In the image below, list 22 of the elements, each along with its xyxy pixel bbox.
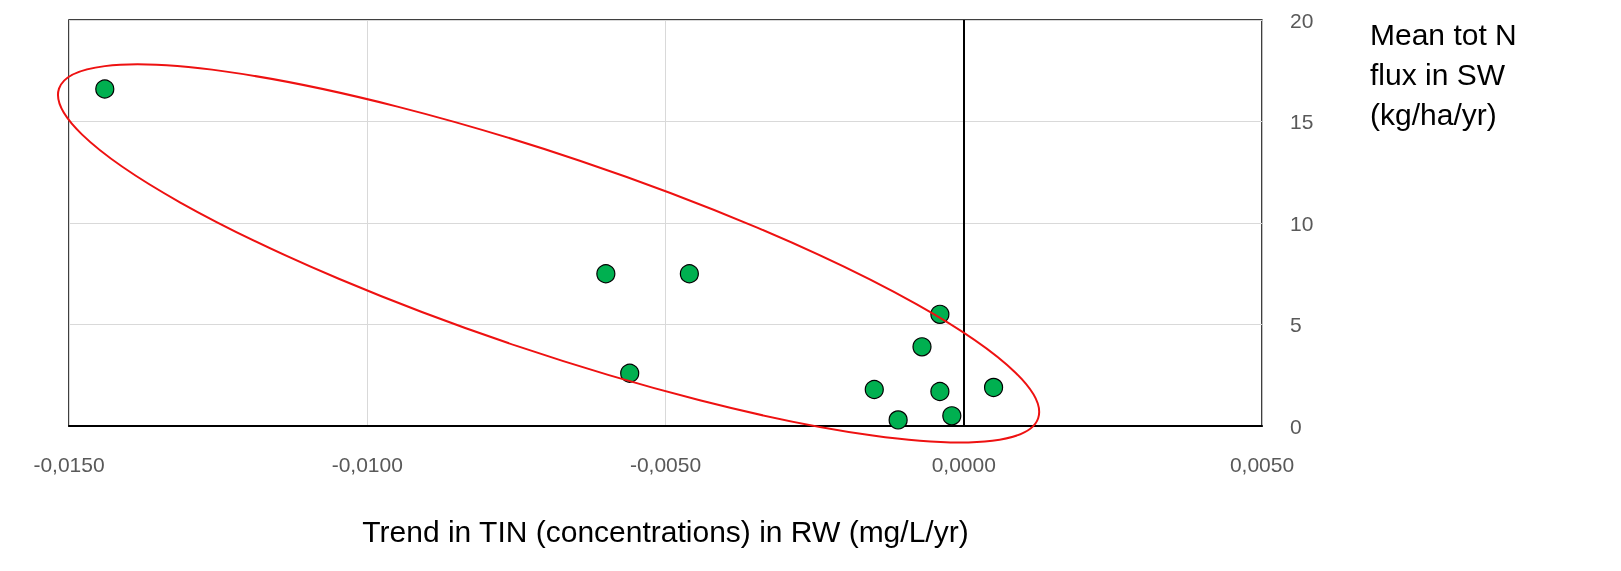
y-tick-label: 10	[1290, 211, 1314, 235]
y-tick-label: 0	[1290, 414, 1302, 438]
x-tick-label: -0,0100	[331, 453, 403, 476]
y-tick-label: 5	[1290, 313, 1302, 336]
point	[942, 406, 962, 426]
point	[864, 379, 884, 400]
point	[620, 363, 640, 383]
point	[95, 79, 115, 99]
y-axis-title: Mean tot N flux in SW (kg/ha/yr)	[1370, 17, 1517, 131]
x-tick-label: -0,0150	[33, 453, 105, 476]
point	[596, 264, 616, 284]
x-axis-title: Trend in TIN (concentrations) in RW (mg/L/yr)	[362, 514, 969, 548]
x-tick-label: -0,0050	[629, 453, 702, 476]
point	[983, 377, 1004, 398]
point	[930, 381, 950, 402]
y-tick-label: 20	[1290, 8, 1314, 32]
point	[679, 264, 699, 284]
y-tick-label: 15	[1290, 110, 1314, 133]
point	[888, 410, 908, 430]
x-tick-label: 0,0050	[1229, 453, 1295, 476]
x-tick-label: 0,0000	[931, 453, 996, 476]
point	[912, 337, 932, 357]
